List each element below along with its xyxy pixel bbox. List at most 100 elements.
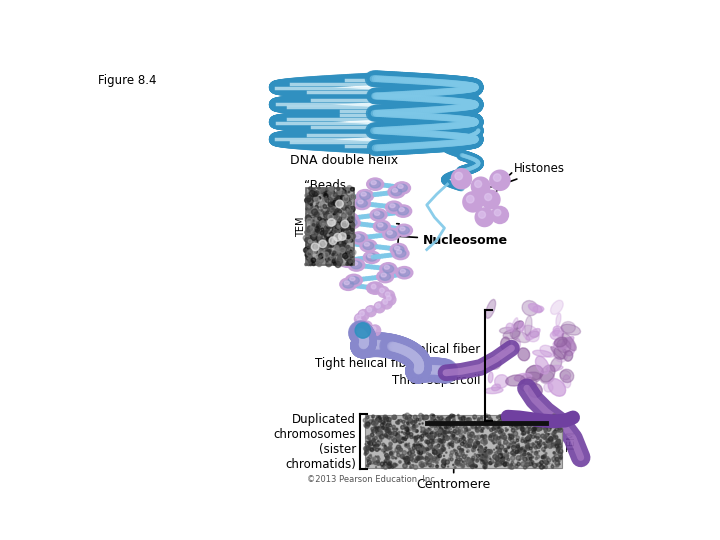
Circle shape <box>332 194 335 198</box>
Circle shape <box>527 453 529 455</box>
Circle shape <box>396 428 398 430</box>
Circle shape <box>316 203 318 205</box>
Circle shape <box>477 420 480 421</box>
Circle shape <box>437 465 438 466</box>
Circle shape <box>329 233 333 237</box>
Circle shape <box>495 461 500 465</box>
Circle shape <box>328 203 330 205</box>
Circle shape <box>511 429 515 432</box>
Circle shape <box>305 238 310 242</box>
Ellipse shape <box>366 282 384 294</box>
Circle shape <box>535 441 537 443</box>
Circle shape <box>446 417 450 422</box>
Circle shape <box>343 224 346 227</box>
Circle shape <box>392 426 395 429</box>
Circle shape <box>510 464 513 466</box>
Circle shape <box>503 414 505 416</box>
Circle shape <box>321 192 326 197</box>
Circle shape <box>407 446 410 448</box>
Circle shape <box>552 464 553 465</box>
Circle shape <box>441 463 446 468</box>
Circle shape <box>385 435 388 438</box>
Circle shape <box>313 244 319 249</box>
Circle shape <box>390 443 392 445</box>
Circle shape <box>377 444 379 447</box>
Circle shape <box>444 462 446 464</box>
Circle shape <box>497 416 499 418</box>
Circle shape <box>380 462 384 466</box>
Circle shape <box>476 429 480 433</box>
Circle shape <box>327 226 330 229</box>
Circle shape <box>382 433 383 435</box>
Circle shape <box>474 427 477 429</box>
Circle shape <box>365 451 366 452</box>
Circle shape <box>435 431 439 435</box>
Circle shape <box>497 428 498 430</box>
Circle shape <box>392 464 396 467</box>
Circle shape <box>489 439 490 441</box>
Circle shape <box>479 445 481 448</box>
Circle shape <box>348 250 351 253</box>
Circle shape <box>479 421 482 424</box>
Ellipse shape <box>356 200 367 207</box>
Circle shape <box>330 210 333 214</box>
Ellipse shape <box>551 347 564 359</box>
Circle shape <box>464 418 468 422</box>
Ellipse shape <box>519 322 524 331</box>
Circle shape <box>325 219 329 224</box>
Circle shape <box>467 418 472 421</box>
Circle shape <box>342 194 348 200</box>
Circle shape <box>401 437 405 440</box>
Circle shape <box>544 458 547 461</box>
Circle shape <box>363 418 367 422</box>
Circle shape <box>438 436 439 437</box>
Circle shape <box>515 425 518 427</box>
Circle shape <box>458 453 462 456</box>
Circle shape <box>326 213 329 217</box>
Circle shape <box>369 282 382 294</box>
Text: Tight helical fiber: Tight helical fiber <box>377 343 481 356</box>
Circle shape <box>348 218 353 222</box>
Circle shape <box>369 447 373 451</box>
Circle shape <box>330 230 336 235</box>
Circle shape <box>530 435 532 436</box>
Circle shape <box>460 419 462 421</box>
Circle shape <box>521 414 524 416</box>
Circle shape <box>350 263 353 266</box>
Ellipse shape <box>371 285 377 288</box>
Circle shape <box>541 434 545 438</box>
Circle shape <box>431 464 434 467</box>
Circle shape <box>306 254 312 260</box>
Circle shape <box>498 430 502 434</box>
Circle shape <box>337 249 340 252</box>
Circle shape <box>436 450 440 453</box>
Circle shape <box>324 212 330 218</box>
Circle shape <box>481 428 484 430</box>
Circle shape <box>440 423 441 424</box>
Circle shape <box>503 422 506 425</box>
Circle shape <box>372 327 376 331</box>
Circle shape <box>341 225 345 228</box>
Circle shape <box>475 428 479 431</box>
Circle shape <box>439 416 443 420</box>
Circle shape <box>453 429 456 433</box>
Circle shape <box>464 461 467 464</box>
Circle shape <box>386 462 387 463</box>
Circle shape <box>512 417 516 420</box>
Circle shape <box>307 263 310 266</box>
Circle shape <box>423 418 424 419</box>
Circle shape <box>459 423 462 426</box>
Circle shape <box>337 187 340 190</box>
Circle shape <box>543 455 546 458</box>
Circle shape <box>321 210 323 211</box>
Circle shape <box>307 251 312 256</box>
Circle shape <box>531 428 536 431</box>
Circle shape <box>405 418 409 422</box>
Circle shape <box>306 216 310 220</box>
Circle shape <box>476 441 478 443</box>
Circle shape <box>374 301 386 314</box>
Circle shape <box>314 230 319 235</box>
Circle shape <box>484 435 487 438</box>
Circle shape <box>372 416 373 418</box>
Circle shape <box>524 438 526 440</box>
